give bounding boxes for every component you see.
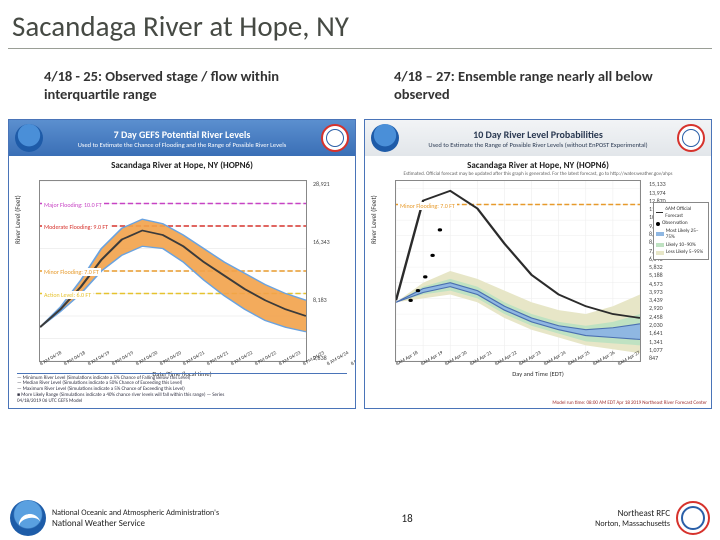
right-chart-ylabel: River Level (Feet) — [369, 195, 378, 244]
right-chart: 10 Day River Level Probabilities Used to… — [364, 119, 712, 409]
nws-icon — [676, 501, 710, 535]
left-chart-legend: — Minimum River Level (Simulations indic… — [17, 373, 347, 405]
right-chart-note: Estimated. Official forecast may be upda… — [365, 171, 711, 177]
slide-footer: National Oceanic and Atmospheric Adminis… — [10, 500, 710, 536]
footer-right-line2: Norton, Massachusetts — [595, 519, 670, 529]
caption-left: 4/18 - 25: Observed stage / flow within … — [44, 67, 334, 103]
left-chart: 7 Day GEFS Potential River Levels Used t… — [8, 119, 356, 409]
slide-title: Sacandaga River at Hope, NY — [0, 0, 720, 46]
right-chart-header: 10 Day River Level Probabilities Used to… — [365, 120, 711, 156]
right-chart-subtitle: Used to Estimate the Range of Possible R… — [403, 141, 673, 149]
right-chart-title: 10 Day River Level Probabilities — [403, 128, 673, 141]
left-chart-ylabel: River Level (Feet) — [13, 195, 22, 244]
noaa-icon — [10, 500, 46, 536]
left-chart-right-scale: 28,92116,3438,1832,838 — [313, 180, 353, 362]
right-chart-legend: 6AM Official ForecastObservationMost Lik… — [653, 202, 709, 260]
right-chart-station: Sacandaga River at Hope, NY (HOPN6) — [365, 156, 711, 171]
left-chart-header: 7 Day GEFS Potential River Levels Used t… — [9, 120, 355, 156]
captions-row: 4/18 - 25: Observed stage / flow within … — [0, 49, 720, 109]
right-chart-model-note: Model run time: 08:00 AM EDT Apr 18 2019… — [552, 400, 707, 406]
right-chart-xlabel: Day and Time (EDT) — [512, 370, 564, 378]
caption-right: 4/18 – 27: Ensemble range nearly all bel… — [394, 67, 684, 103]
left-chart-plot: Major Flooding: 10.0 FTModerate Flooding… — [39, 180, 307, 362]
nws-icon — [321, 124, 349, 152]
footer-right-line1: Northeast RFC — [595, 508, 670, 519]
footer-left-line1: National Oceanic and Atmospheric Adminis… — [52, 508, 219, 518]
left-chart-header-text: 7 Day GEFS Potential River Levels Used t… — [43, 128, 321, 149]
right-chart-plot: Minor Flooding: 7.0 FT — [395, 180, 641, 362]
left-chart-title: 7 Day GEFS Potential River Levels — [47, 128, 317, 141]
noaa-icon — [15, 124, 43, 152]
nws-icon — [677, 124, 705, 152]
footer-left-line2: National Weather Service — [52, 518, 219, 529]
left-chart-subtitle: Used to Estimate the Chance of Flooding … — [47, 141, 317, 149]
footer-left: National Oceanic and Atmospheric Adminis… — [10, 500, 219, 536]
footer-right: Northeast RFC Norton, Massachusetts — [595, 501, 710, 535]
right-chart-header-text: 10 Day River Level Probabilities Used to… — [399, 128, 677, 149]
left-chart-station: Sacandaga River at Hope, NY (HOPN6) — [9, 156, 355, 171]
page-number: 18 — [402, 512, 413, 525]
noaa-icon — [371, 124, 399, 152]
charts-row: 7 Day GEFS Potential River Levels Used t… — [0, 109, 720, 409]
